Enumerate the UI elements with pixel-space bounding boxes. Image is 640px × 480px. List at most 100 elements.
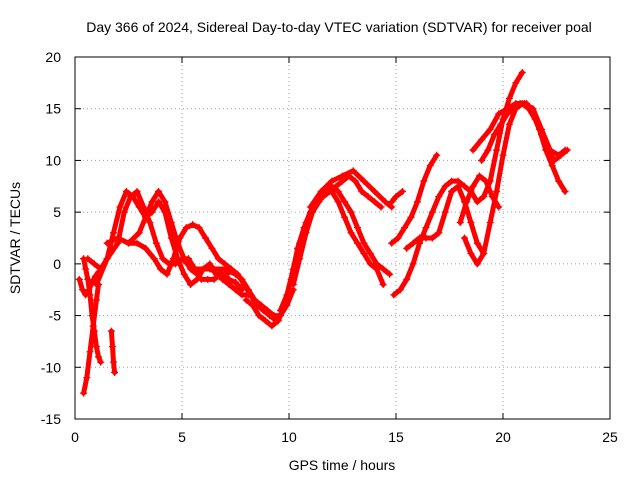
- data-point: [360, 250, 368, 258]
- data-point: [199, 265, 207, 273]
- data-point: [103, 239, 111, 247]
- data-point: [467, 250, 475, 258]
- data-point: [182, 224, 190, 232]
- data-point: [154, 198, 162, 206]
- data-point: [212, 270, 220, 278]
- data-point: [482, 177, 490, 185]
- data-point: [232, 278, 239, 286]
- data-point: [460, 182, 468, 190]
- data-point: [386, 270, 394, 278]
- data-point: [83, 374, 91, 382]
- data-point: [242, 296, 250, 304]
- series-line: [462, 101, 570, 267]
- data-point: [120, 208, 128, 216]
- data-point: [381, 198, 389, 206]
- data-point: [407, 213, 415, 221]
- data-point: [107, 327, 115, 335]
- data-point: [214, 255, 222, 263]
- data-point: [276, 306, 284, 314]
- data-point: [448, 177, 456, 185]
- chart-title: Day 366 of 2024, Sidereal Day-to-day VTE…: [86, 19, 592, 35]
- data-point: [493, 146, 501, 154]
- series-arc-14: [388, 187, 406, 206]
- data-point: [127, 193, 135, 201]
- data-point: [428, 234, 436, 242]
- data-point: [238, 275, 246, 283]
- data-point: [499, 151, 507, 159]
- data-point: [460, 234, 468, 242]
- data-point: [529, 105, 537, 113]
- data-point: [103, 255, 111, 263]
- data-point: [154, 187, 162, 195]
- data-point: [180, 270, 188, 278]
- data-point: [159, 255, 167, 263]
- plot-frame: [74, 56, 611, 420]
- data-point: [116, 203, 124, 211]
- data-point: [456, 218, 464, 226]
- data-point: [377, 203, 385, 211]
- data-point: [512, 79, 520, 87]
- data-point: [505, 94, 513, 102]
- data-point: [561, 187, 569, 195]
- data-point: [82, 265, 90, 273]
- data-point: [204, 275, 212, 283]
- data-point: [486, 218, 494, 226]
- data-point: [249, 301, 257, 309]
- y-tick-label: 5: [53, 204, 61, 220]
- data-point: [238, 291, 246, 299]
- data-point: [167, 218, 175, 226]
- data-point: [403, 244, 411, 252]
- data-point: [187, 281, 195, 289]
- series-arc-13: [306, 167, 396, 211]
- y-tick-label: 0: [53, 256, 61, 272]
- x-tick-label: 10: [281, 429, 297, 445]
- series-line: [108, 328, 118, 375]
- x-tick-labels: 0 5 10 15 20 25: [71, 429, 618, 445]
- y-axis-label: SDTVAR / TECUs: [7, 182, 23, 294]
- data-point: [360, 239, 368, 247]
- data-point: [302, 229, 310, 237]
- x-tick-label: 15: [388, 429, 404, 445]
- y-tick-labels: -15 -10 -5 0 5 10 15 20: [41, 49, 61, 427]
- data-point: [409, 239, 417, 247]
- data-point: [422, 224, 430, 232]
- data-point: [133, 187, 141, 195]
- data-point: [92, 281, 100, 289]
- series-arc-18: [456, 172, 503, 226]
- x-axis-label: GPS time / hours: [289, 457, 396, 473]
- data-point: [463, 198, 471, 206]
- data-point: [538, 125, 546, 133]
- data-point: [413, 198, 421, 206]
- series-arc-4: [107, 327, 119, 376]
- data-point: [274, 317, 282, 325]
- data-point: [189, 265, 197, 273]
- series-arc-15: [390, 69, 526, 299]
- data-point: [169, 255, 177, 263]
- data-point: [428, 208, 436, 216]
- data-point: [486, 125, 494, 133]
- data-point: [328, 187, 336, 195]
- data-point: [110, 229, 118, 237]
- data-point: [497, 120, 505, 128]
- data-point: [75, 275, 83, 283]
- data-point: [454, 182, 462, 190]
- data-point: [467, 218, 475, 226]
- data-point: [478, 156, 486, 164]
- data-point: [296, 255, 304, 263]
- y-tick-label: -15: [41, 411, 61, 427]
- x-tick-label: 20: [495, 429, 511, 445]
- data-point: [349, 167, 357, 175]
- data-point: [90, 260, 98, 268]
- data-point: [364, 193, 372, 201]
- data-point: [396, 286, 404, 294]
- y-tick-label: -10: [41, 359, 61, 375]
- data-point: [388, 198, 396, 206]
- data-point: [84, 255, 92, 263]
- data-point: [195, 224, 203, 232]
- data-point: [135, 229, 143, 237]
- data-point: [142, 244, 150, 252]
- data-point: [433, 151, 441, 159]
- data-point: [78, 286, 86, 294]
- data-point: [148, 198, 156, 206]
- data-point: [208, 244, 216, 252]
